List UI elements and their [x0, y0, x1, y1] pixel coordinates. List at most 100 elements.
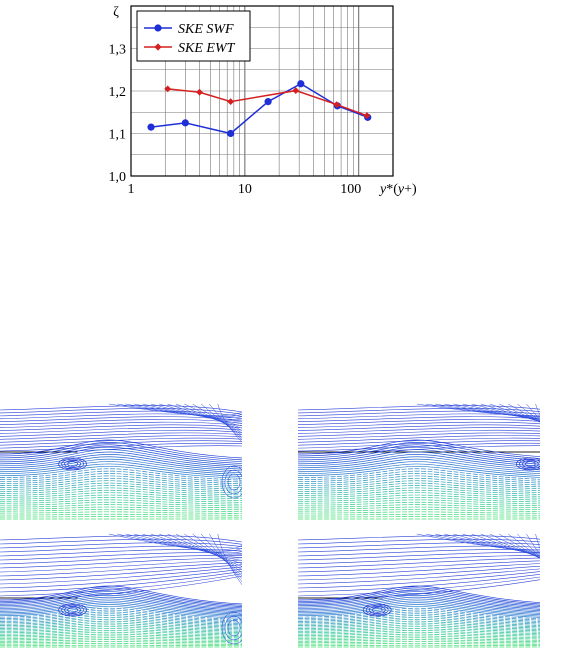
streamline	[298, 631, 540, 637]
streamline	[0, 429, 242, 437]
streamline	[0, 594, 242, 611]
streamline	[0, 454, 242, 470]
streamline	[0, 470, 242, 483]
streamline	[298, 449, 540, 465]
streamline	[0, 598, 242, 614]
streamline	[0, 639, 242, 643]
legend-marker-ske-ewt	[154, 43, 162, 51]
streamline	[298, 624, 540, 632]
streamline	[298, 489, 540, 497]
streamline	[298, 598, 540, 613]
streamline	[0, 593, 242, 610]
data-point-ske-swf	[297, 80, 305, 88]
streamline	[298, 611, 540, 622]
streamline	[0, 557, 242, 569]
streamline	[0, 637, 242, 641]
chart-plot-frame	[130, 5, 394, 177]
streamline	[298, 642, 540, 645]
streamline	[298, 509, 540, 512]
legend-box	[136, 10, 251, 62]
streamline	[0, 613, 242, 624]
data-point-ske-ewt	[292, 87, 300, 94]
ksi-vs-yplus-chart: 1 10 100 1,0 1,1 1,2 1,3 ζ y*(y+) SKE SWF SKE …	[109, 5, 418, 197]
streamline	[298, 593, 540, 609]
streamline	[298, 641, 540, 644]
streamline	[0, 618, 242, 628]
vortex-ring	[224, 615, 242, 641]
streamline	[489, 533, 540, 559]
streamline-figure	[0, 403, 242, 520]
streamline	[217, 533, 242, 585]
streamline	[0, 451, 242, 468]
streamline	[0, 604, 242, 618]
streamline	[298, 468, 540, 480]
streamline	[0, 421, 242, 428]
streamline	[298, 633, 540, 638]
streamline	[489, 403, 540, 423]
streamline	[209, 403, 242, 440]
streamline	[298, 596, 540, 612]
streamline	[0, 440, 242, 449]
vortex-ring	[58, 457, 87, 471]
streamline	[0, 642, 242, 645]
streamline	[0, 542, 242, 549]
streamline	[298, 408, 540, 414]
streamline	[298, 613, 540, 624]
streamline	[298, 639, 540, 642]
data-point-ske-swf	[227, 129, 235, 138]
y-tick-label: 1,3	[109, 43, 127, 58]
vortex-ring	[64, 460, 81, 468]
streamline	[298, 602, 540, 616]
streamline	[0, 439, 242, 459]
streamline	[298, 463, 540, 476]
streamline	[0, 513, 242, 516]
streamline	[0, 573, 242, 597]
streamline	[298, 576, 540, 597]
streamline	[298, 413, 540, 420]
streamline	[298, 617, 540, 626]
streamline	[0, 641, 242, 644]
streamline	[298, 511, 540, 514]
vortex-ring	[67, 461, 78, 467]
vortex-ring	[362, 603, 392, 617]
streamline	[0, 644, 242, 647]
streamline	[298, 635, 540, 640]
streamline	[298, 487, 540, 495]
streamline	[298, 473, 540, 484]
streamline	[0, 442, 242, 452]
streamline	[298, 622, 540, 630]
streamline	[298, 456, 540, 471]
data-point-ske-ewt	[333, 101, 341, 108]
streamline	[0, 419, 242, 425]
streamline	[0, 449, 242, 466]
streamline	[298, 454, 540, 469]
x-tick-label: 1	[128, 182, 135, 197]
vortex-ring	[521, 460, 539, 468]
streamline	[0, 461, 242, 475]
streamline	[298, 429, 540, 437]
streamline	[0, 631, 242, 637]
streamline	[508, 403, 540, 423]
streamline	[0, 620, 242, 630]
streamline	[526, 533, 540, 556]
streamline	[0, 596, 242, 613]
streamline	[0, 626, 242, 634]
streamline	[0, 473, 242, 485]
streamline	[298, 499, 540, 505]
vortex-ring	[227, 619, 241, 637]
streamline	[298, 563, 540, 577]
streamline	[167, 533, 242, 567]
streamline	[0, 413, 242, 420]
vortex-ring	[61, 458, 84, 470]
streamline	[0, 444, 242, 463]
streamline	[0, 624, 242, 632]
data-point-ske-swf	[147, 123, 155, 131]
legend-label-ske-swf: SKE SWF	[178, 22, 234, 37]
streamline	[298, 432, 540, 440]
streamline	[298, 419, 540, 425]
streamline	[298, 626, 540, 633]
streamline	[0, 571, 242, 593]
vortex-ring	[224, 469, 242, 495]
chart-legend: SKE SWF SKE EWT	[136, 10, 251, 62]
streamline	[535, 533, 540, 549]
